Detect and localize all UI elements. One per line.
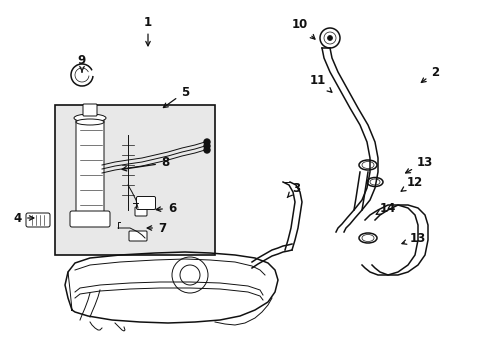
- Bar: [55, 105, 215, 255]
- Text: 12: 12: [400, 175, 422, 191]
- Text: 13: 13: [405, 156, 432, 173]
- Circle shape: [319, 28, 339, 48]
- Text: 4: 4: [14, 211, 34, 225]
- FancyBboxPatch shape: [136, 197, 155, 210]
- Circle shape: [203, 139, 209, 145]
- Text: 3: 3: [286, 181, 300, 198]
- Text: 14: 14: [375, 202, 395, 215]
- Circle shape: [203, 147, 209, 153]
- Ellipse shape: [366, 177, 382, 186]
- FancyBboxPatch shape: [76, 118, 104, 217]
- FancyBboxPatch shape: [129, 231, 147, 241]
- Circle shape: [172, 257, 207, 293]
- Circle shape: [203, 143, 209, 149]
- Text: 10: 10: [291, 18, 314, 39]
- Ellipse shape: [369, 179, 379, 185]
- Text: 7: 7: [147, 221, 166, 234]
- Text: 8: 8: [122, 157, 169, 171]
- Circle shape: [180, 265, 200, 285]
- Circle shape: [324, 32, 335, 44]
- Circle shape: [327, 36, 332, 40]
- Ellipse shape: [361, 162, 373, 168]
- Text: 1: 1: [143, 15, 152, 46]
- Ellipse shape: [76, 119, 104, 125]
- Ellipse shape: [74, 114, 106, 122]
- Ellipse shape: [358, 160, 376, 170]
- Text: 9: 9: [78, 54, 86, 72]
- Text: 6: 6: [156, 202, 176, 215]
- FancyBboxPatch shape: [135, 207, 147, 216]
- Text: 2: 2: [421, 66, 438, 82]
- Ellipse shape: [361, 234, 373, 242]
- Ellipse shape: [358, 233, 376, 243]
- FancyBboxPatch shape: [83, 104, 97, 116]
- Text: 13: 13: [401, 231, 425, 244]
- FancyBboxPatch shape: [26, 213, 50, 227]
- FancyBboxPatch shape: [70, 211, 110, 227]
- Text: 5: 5: [163, 85, 189, 108]
- Text: 11: 11: [309, 73, 331, 92]
